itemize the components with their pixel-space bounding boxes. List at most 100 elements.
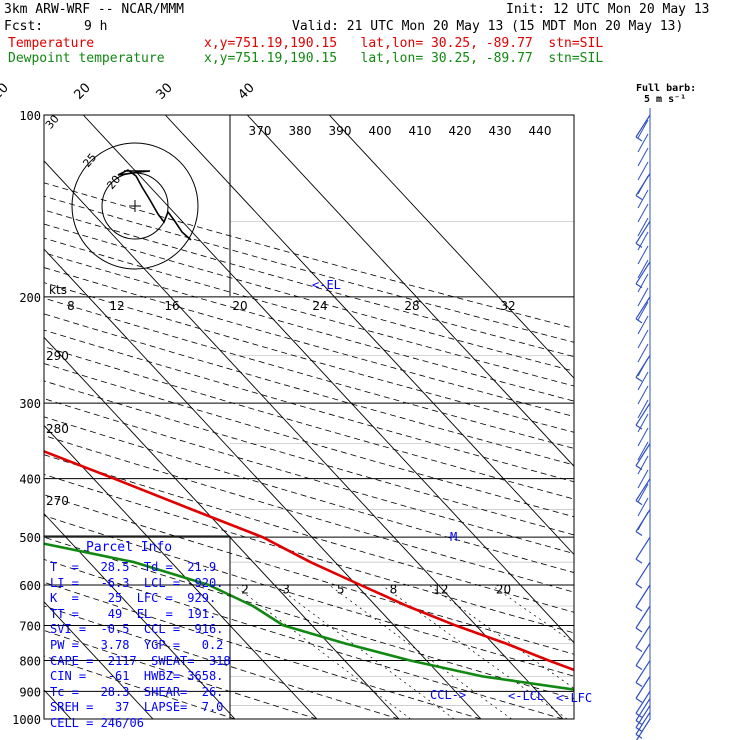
wind-barb-flag [635,558,643,564]
theta-e-label: 430 [489,124,512,138]
pressure-tick-label: 900 [19,685,41,699]
parcel-info-row: SREH = 37 LAPSE= 7.0 [50,700,224,715]
pressure-tick-label: 700 [19,619,41,633]
wind-barb-fine [637,357,649,377]
wind-barb-fine [637,301,649,321]
wind-barb-fine [637,189,649,209]
valid-time: Valid: 21 UTC Mon 20 May 13 (15 MDT Mon … [292,19,684,34]
parcel-info-row: TT = 49 EL = 191. [50,606,217,621]
wind-barb [635,221,651,244]
wind-barb-fine [637,259,649,279]
wind-speed-tick-label: 24 [312,299,327,313]
wind-barb-fine [637,315,649,335]
theta-e-label: 380 [289,124,312,138]
wind-speed-tick-label: 20 [232,299,247,313]
wind-barb-flag [635,531,643,537]
isotherm-line [44,424,318,719]
parcel-info-row: T = 28.5 Td = 21.9 [50,560,217,574]
ccl-marker: CCL-> [430,688,466,702]
wind-barb-fine [637,343,649,363]
isotherm-line [44,336,400,719]
wind-barb-fine [637,497,649,517]
wind-barb-fine [637,161,649,181]
mixing-ratio-line [490,584,574,644]
hodograph-outer-ring [71,142,199,270]
hodograph-trace [117,169,192,241]
parcel-info-row: CELL = 246/06 [50,716,144,730]
wind-barb [635,605,651,629]
barb-legend-units: 5 m s⁻¹ [644,94,687,105]
isotherm-label: 40 [236,81,258,103]
wind-barb [635,443,651,466]
mixing-ratio-line [233,584,411,719]
parcel-info-row: PW = 3.78 YGP = 0.2 [50,638,224,652]
temperature-legend-info: x,y=751.19,190.15 lat,lon= 30.25, -89.77… [204,36,604,51]
plot-frame [43,114,575,720]
wind-barb [635,402,651,426]
wind-barb-flag [635,681,643,687]
theta-e-label: 390 [329,124,352,138]
dry-adiabat-line [44,416,574,573]
parcel-info-title: Parcel Info [86,540,173,555]
wind-barb-flag [635,136,643,142]
hodograph-ring-label: 25 [80,151,99,170]
wind-barb-fine [637,371,649,391]
wind-barb [635,584,651,608]
dewpoint-legend-label: Dewpoint temperature [8,51,165,66]
wind-barb [635,561,651,585]
init-time: Init: 12 UTC Mon 20 May 13 [506,2,710,17]
height-label: 290 [46,349,69,363]
wind-barb [635,261,651,285]
height-label: 280 [46,422,69,436]
wind-barb [635,698,651,721]
wind-barb [635,676,651,699]
label-layer: 1002003004005006007008009001000-80-70-60… [0,81,592,727]
dry-adiabat-line [44,605,400,719]
pressure-tick-label: 200 [19,291,41,305]
el-marker: <-EL [312,278,341,292]
wind-barb [635,478,651,501]
wind-barb-flag [635,242,643,248]
wind-barb-fine [637,217,649,237]
wind-barb-fine [637,147,649,167]
pressure-tick-label: 800 [19,654,41,668]
isotherm-line [164,115,574,556]
barb-legend-title: Full barb: [636,83,697,94]
model-title: 3km ARW-WRF -- NCAR/MMM [4,2,185,17]
theta-e-label: 440 [529,124,552,138]
wind-barb [635,625,651,648]
dry-adiabat-line [44,536,574,700]
wind-barb-fine [637,469,649,489]
wind-barb [635,296,651,320]
wind-barb-flag [635,500,643,506]
dry-adiabat-line [44,313,574,466]
wind-barb-flag [635,606,643,612]
isotherm-line [82,115,574,644]
wind-barb-flag [635,376,643,382]
wind-speed-tick-label: 12 [109,299,124,313]
wind-barb [635,712,651,735]
isotherm-line [44,160,564,719]
dry-adiabat-line [44,558,564,719]
pressure-tick-label: 400 [19,473,41,487]
wind-barb-fine [637,427,649,447]
wind-barb-fine [637,385,649,405]
temperature-profile [44,449,574,672]
m-marker: M [450,530,457,544]
mixing-ratio-line [328,584,512,719]
temperature-legend-label: Temperature [8,36,95,51]
dry-adiabat-line [44,494,574,655]
fcst-value: 9 h [84,19,108,34]
wind-barb-fine [637,329,649,349]
wind-speed-tick-label: kts [49,283,67,297]
grid-layer [44,115,574,719]
wind-barb [635,114,651,138]
wind-barbs [635,108,651,740]
isotherm-line [328,115,574,379]
dry-adiabat-line [44,454,574,613]
wind-barb-fine [637,203,649,223]
wind-barb-flag [635,720,643,726]
parcel-info-row: Tc = 28.3 SHEAR= 26. [50,684,224,699]
